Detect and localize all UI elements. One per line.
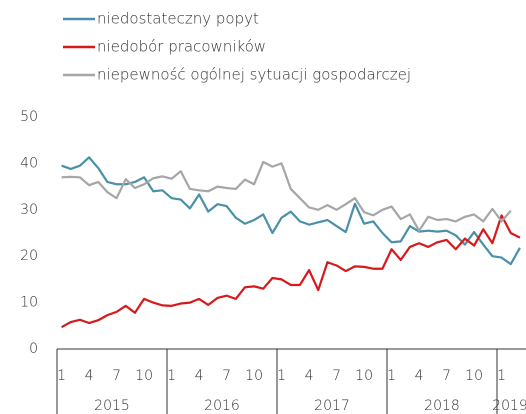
series-line [61,156,521,266]
y-tick-label: 50 [20,109,38,125]
year-label: 2019 [492,398,526,414]
x-tick-label: 10 [465,368,483,384]
x-tick-label: 10 [245,368,263,384]
x-tick-label: 4 [305,368,314,384]
x-tick-label: 10 [355,368,373,384]
legend-label: niedostateczny popyt [97,10,259,28]
x-tick-label: 1 [277,368,286,384]
y-tick-label: 10 [20,295,38,311]
y-tick-label: 40 [20,155,38,171]
series-line [61,160,512,232]
x-tick-label: 7 [222,368,231,384]
x-tick-label: 7 [112,368,121,384]
x-tick-label: 1 [497,368,506,384]
x-tick-label: 1 [57,368,66,384]
x-tick-label: 1 [387,368,396,384]
y-tick-label: 30 [20,202,38,218]
y-tick-label: 20 [20,248,38,264]
year-label: 2018 [424,398,460,414]
year-label: 2016 [204,398,240,414]
series-line [61,214,521,329]
x-tick-label: 4 [85,368,94,384]
x-tick-label: 4 [415,368,424,384]
x-tick-label: 10 [135,368,153,384]
x-tick-label: 4 [195,368,204,384]
legend-label: niedobór pracowników [97,38,266,56]
year-label: 2017 [314,398,350,414]
year-label: 2015 [94,398,130,414]
x-tick-label: 7 [332,368,341,384]
legend-label: niepewność ogólnej sytuacji gospodarczej [97,66,411,84]
y-tick-label: 0 [29,341,38,357]
x-tick-label: 1 [167,368,176,384]
x-tick-label: 7 [442,368,451,384]
